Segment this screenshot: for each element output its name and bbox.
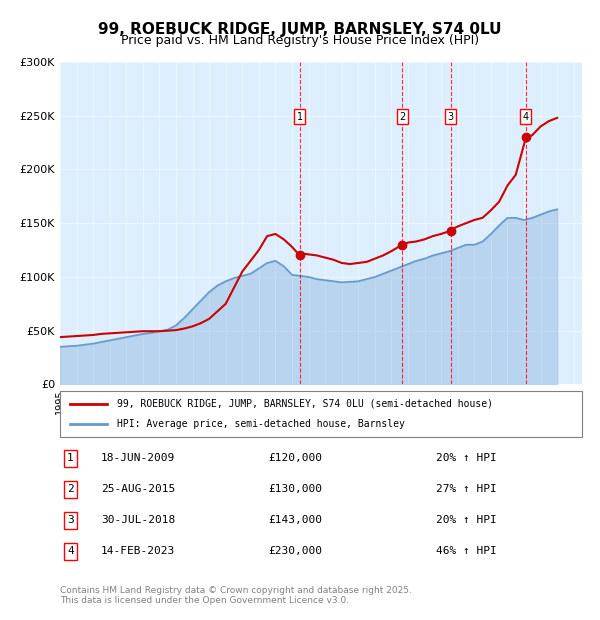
Text: 18-JUN-2009: 18-JUN-2009 xyxy=(101,453,175,463)
Text: 30-JUL-2018: 30-JUL-2018 xyxy=(101,515,175,525)
Text: 4: 4 xyxy=(67,546,74,556)
Text: £130,000: £130,000 xyxy=(268,484,322,494)
Text: 20% ↑ HPI: 20% ↑ HPI xyxy=(436,453,497,463)
Text: 20% ↑ HPI: 20% ↑ HPI xyxy=(436,515,497,525)
Text: 3: 3 xyxy=(67,515,74,525)
Text: 25-AUG-2015: 25-AUG-2015 xyxy=(101,484,175,494)
Text: 3: 3 xyxy=(448,112,454,122)
Text: 2: 2 xyxy=(399,112,406,122)
Text: HPI: Average price, semi-detached house, Barnsley: HPI: Average price, semi-detached house,… xyxy=(118,419,405,429)
Text: 27% ↑ HPI: 27% ↑ HPI xyxy=(436,484,497,494)
Text: 4: 4 xyxy=(523,112,529,122)
Text: Price paid vs. HM Land Registry's House Price Index (HPI): Price paid vs. HM Land Registry's House … xyxy=(121,34,479,47)
Text: 1: 1 xyxy=(67,453,74,463)
Text: 1: 1 xyxy=(296,112,302,122)
Text: 99, ROEBUCK RIDGE, JUMP, BARNSLEY, S74 0LU (semi-detached house): 99, ROEBUCK RIDGE, JUMP, BARNSLEY, S74 0… xyxy=(118,399,493,409)
Text: £143,000: £143,000 xyxy=(268,515,322,525)
FancyBboxPatch shape xyxy=(60,391,582,437)
Text: 99, ROEBUCK RIDGE, JUMP, BARNSLEY, S74 0LU: 99, ROEBUCK RIDGE, JUMP, BARNSLEY, S74 0… xyxy=(98,22,502,37)
Text: £230,000: £230,000 xyxy=(268,546,322,556)
Text: 14-FEB-2023: 14-FEB-2023 xyxy=(101,546,175,556)
Text: £120,000: £120,000 xyxy=(268,453,322,463)
Text: 46% ↑ HPI: 46% ↑ HPI xyxy=(436,546,497,556)
Text: Contains HM Land Registry data © Crown copyright and database right 2025.
This d: Contains HM Land Registry data © Crown c… xyxy=(60,586,412,605)
Text: 2: 2 xyxy=(67,484,74,494)
